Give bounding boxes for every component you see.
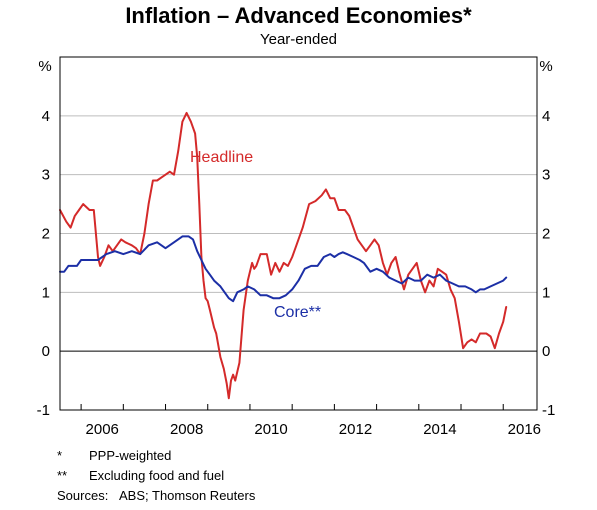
series-label-core: Core** <box>274 304 321 321</box>
x-tick-label: 2010 <box>254 421 287 438</box>
footnote-core: ** Excluding food and fuel <box>57 466 255 486</box>
chart-title: Inflation – Advanced Economies* <box>125 3 472 28</box>
series-lines <box>59 111 508 400</box>
y-tick-label-right: 4 <box>542 108 550 125</box>
y-unit-left: % <box>38 58 51 75</box>
chart-notes: * PPP-weighted ** Excluding food and fue… <box>57 446 255 506</box>
y-tick-label-right: 3 <box>542 167 550 184</box>
x-tick-label: 2008 <box>170 421 203 438</box>
chart-subtitle: Year-ended <box>259 31 337 48</box>
y-tick-label-left: 4 <box>42 108 50 125</box>
y-unit-right: % <box>539 58 552 75</box>
x-tick-label: 2016 <box>508 421 541 438</box>
x-tick-label: 2006 <box>86 421 119 438</box>
y-tick-label-right: -1 <box>542 402 555 419</box>
footnote-ppp: * PPP-weighted <box>57 446 255 466</box>
x-tick-label: 2012 <box>339 421 372 438</box>
footnote-text: PPP-weighted <box>89 448 172 463</box>
plot-frame <box>59 56 538 411</box>
y-tick-label-right: 2 <box>542 226 550 243</box>
footnote-text: Excluding food and fuel <box>89 468 225 483</box>
gridlines <box>60 115 537 352</box>
y-tick-label-left: 0 <box>42 343 50 360</box>
series-headline-line <box>59 111 508 400</box>
series-core-line <box>59 235 508 303</box>
y-tick-label-left: -1 <box>37 402 50 419</box>
footnote-marker: ** <box>57 468 68 483</box>
y-tick-label-left: 1 <box>42 284 50 301</box>
chart-area: -1 -1 0 0 1 1 2 2 3 3 4 4 2006 2008 2010 2012 2014 2016 %… <box>37 56 556 438</box>
x-tick-label: 2014 <box>423 421 456 438</box>
y-tick-label-right: 1 <box>542 284 550 301</box>
axis-ticks: -1 -1 0 0 1 1 2 2 3 3 4 4 2006 2008 2010 2012 2014 2016 <box>37 108 556 438</box>
series-label-headline: Headline <box>190 149 253 166</box>
sources-label: Sources: <box>57 488 109 503</box>
sources-text: ABS; Thomson Reuters <box>119 488 256 503</box>
y-tick-label-left: 2 <box>42 226 50 243</box>
y-tick-label-left: 3 <box>42 167 50 184</box>
footnote-marker: * <box>57 448 63 463</box>
sources-line: Sources: ABS; Thomson Reuters <box>57 486 255 506</box>
y-tick-label-right: 0 <box>542 343 550 360</box>
